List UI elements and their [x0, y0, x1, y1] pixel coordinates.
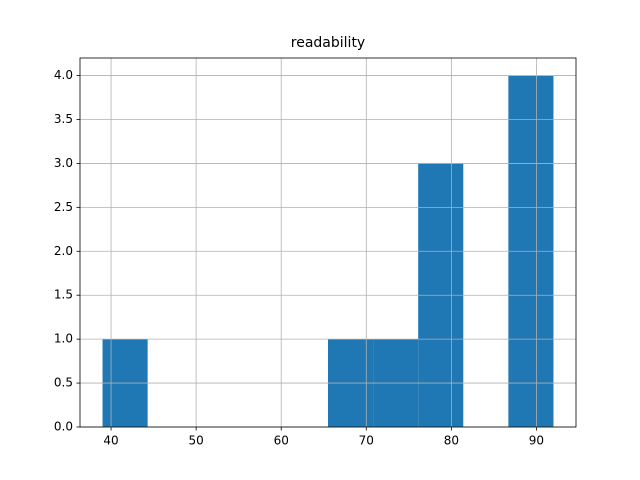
x-tick-label: 70: [359, 434, 374, 448]
x-tick-label: 90: [529, 434, 544, 448]
y-tick-label: 2.0: [54, 244, 73, 258]
y-tick-label: 1.5: [54, 288, 73, 302]
y-tick-label: 1.0: [54, 332, 73, 346]
plot-frame: [79, 57, 577, 428]
x-tick-label: 60: [274, 434, 289, 448]
x-tick-label: 50: [188, 434, 203, 448]
y-tick-label: 3.5: [54, 112, 73, 126]
y-tick-label: 0.0: [54, 420, 73, 434]
x-tick-label: 80: [444, 434, 459, 448]
y-tick-label: 0.5: [54, 376, 73, 390]
y-tick-label: 4.0: [54, 68, 73, 82]
y-tick-label: 2.5: [54, 200, 73, 214]
y-tick-label: 3.0: [54, 156, 73, 170]
chart-title: readability: [291, 35, 365, 51]
x-tick-label: 40: [103, 434, 118, 448]
